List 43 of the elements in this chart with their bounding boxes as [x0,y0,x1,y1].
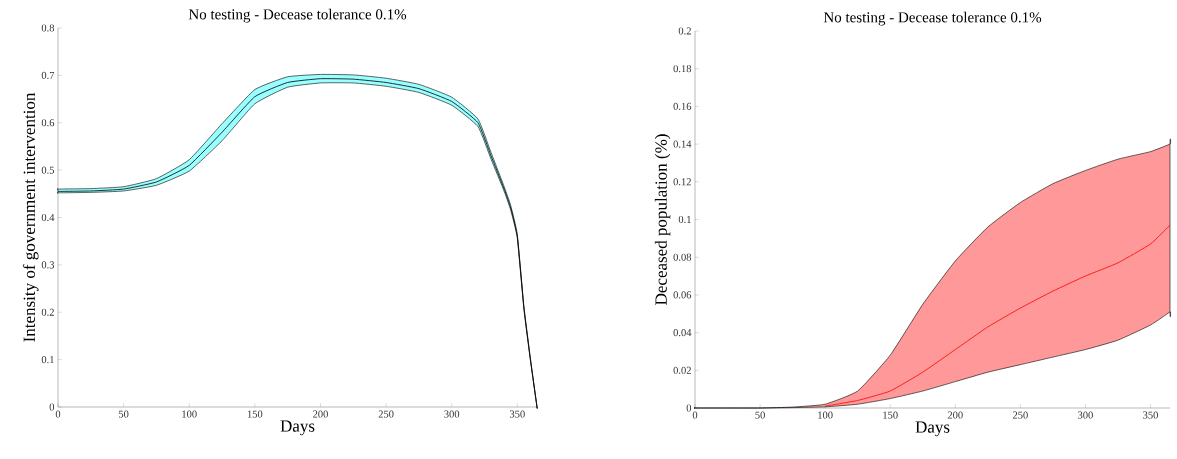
y-tick-label: 0.2 [678,27,691,35]
x-tick-label: 150 [247,410,263,418]
chart-title: No testing - Decease tolerance 0.1% [188,8,407,23]
y-tick-label: 0.8 [41,24,55,32]
x-tick-label: 50 [118,410,129,418]
x-axis-title: Days [280,420,315,436]
x-tick-label: 0 [692,411,698,419]
y-tick-label: 0.16 [673,102,692,110]
y-tick-label: 0.4 [41,213,55,222]
y-tick-label: 0.12 [673,178,691,186]
y-tick-label: 0.2 [41,308,54,316]
x-tick-label: 350 [1143,411,1158,419]
y-tick-label: 0.1 [41,356,54,364]
x-tick-label: 300 [1078,411,1093,419]
y-axis-title: Deceased population (%) [654,134,671,305]
x-tick-label: 50 [755,411,765,419]
y-tick-label: 0 [49,403,55,411]
y-tick-label: 0.6 [41,119,55,127]
x-tick-label: 100 [182,410,197,418]
line-series [824,224,1171,407]
x-tick-label: 200 [313,410,328,418]
x-tick-label: 0 [55,410,61,418]
x-tick-label: 200 [947,411,963,419]
y-tick-label: 0.02 [673,366,691,374]
y-tick-label: 0.06 [673,291,692,299]
x-tick-label: 250 [1012,411,1028,419]
y-tick-label: 0.04 [673,329,692,337]
y-tick-label: 0.18 [673,65,692,73]
y-tick-label: 0.3 [41,261,55,269]
x-tick-label: 150 [883,411,898,419]
y-tick-label: 0.5 [41,166,55,174]
y-tick-label: 0.14 [673,140,692,148]
chart-title: No testing - Decease tolerance 0.1% [823,11,1042,26]
y-tick-label: 0.1 [678,215,691,224]
y-tick-label: 0.08 [673,253,692,261]
x-tick-label: 350 [509,410,525,418]
y-tick-label: 0 [686,404,692,412]
x-tick-label: 100 [818,411,833,419]
x-tick-label: 250 [378,410,394,418]
y-tick-label: 0.7 [41,71,55,79]
y-axis-title: Intensity of government intervention [22,92,39,342]
x-axis-title: Days [915,421,950,437]
x-tick-label: 300 [444,410,460,418]
